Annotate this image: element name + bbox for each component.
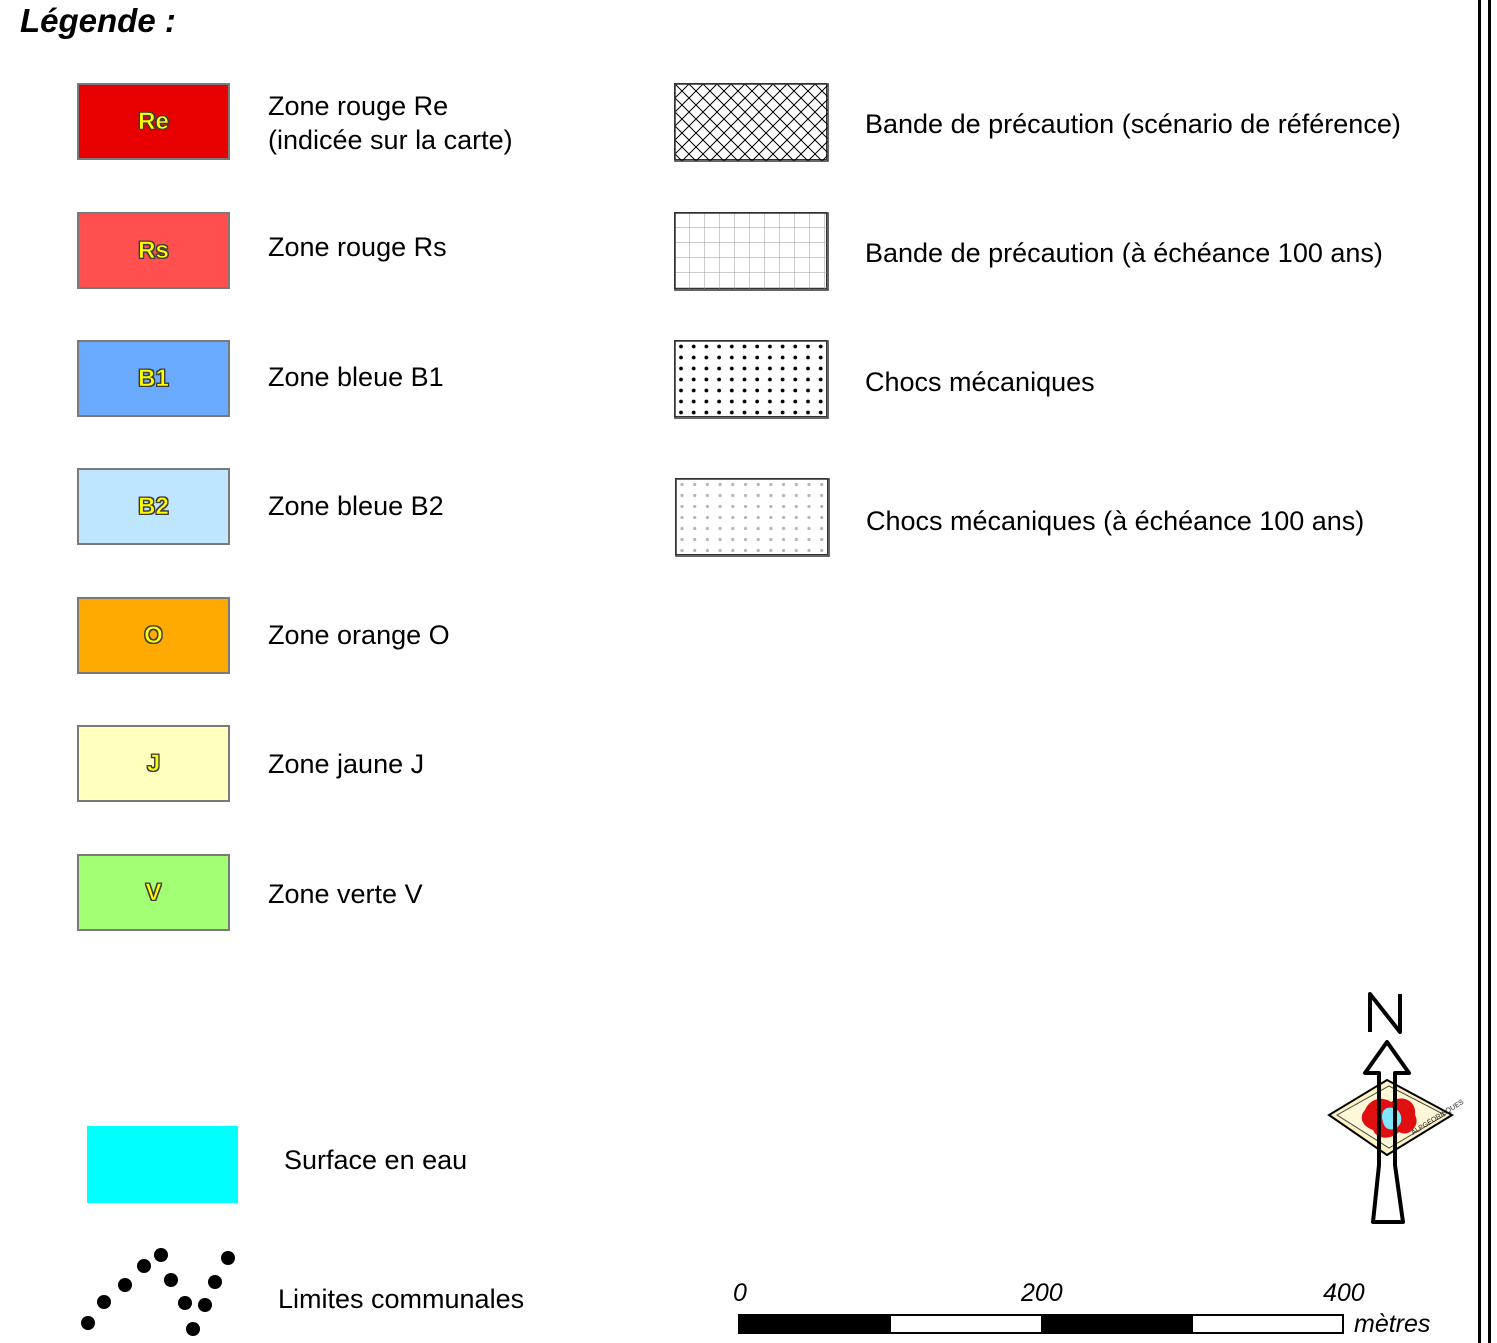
boundary-dots-symbol xyxy=(81,1248,235,1336)
swatch-zone-re: Re xyxy=(77,83,230,160)
scale-tick-200: 200 xyxy=(1021,1279,1063,1307)
swatch-zone-b1: B1 xyxy=(77,340,230,417)
zone-code: V xyxy=(145,878,162,906)
zone-code: B1 xyxy=(138,364,169,392)
label-bande-precaution-reference: Bande de précaution (scénario de référen… xyxy=(865,109,1401,139)
zone-code: J xyxy=(146,749,161,777)
label-line: Zone rouge Re xyxy=(268,91,449,121)
label-zone-o: Zone orange O xyxy=(268,620,450,650)
label-zone-rs: Zone rouge Rs xyxy=(268,232,447,262)
label-zone-b2: Zone bleue B2 xyxy=(268,491,444,521)
swatch-zone-j: J xyxy=(77,725,230,802)
label-zone-b1: Zone bleue B1 xyxy=(268,362,444,392)
label-chocs-mecaniques-100ans: Chocs mécaniques (à échéance 100 ans) xyxy=(866,506,1365,536)
label-zone-j: Zone jaune J xyxy=(268,749,425,779)
label-limites-communales: Limites communales xyxy=(278,1284,525,1314)
scale-bar xyxy=(738,1314,1344,1334)
scale-unit: mètres xyxy=(1354,1310,1431,1338)
scale-tick-0: 0 xyxy=(733,1279,747,1307)
zone-code: O xyxy=(144,621,163,649)
zone-code: B2 xyxy=(138,492,169,520)
swatch-zone-o: O xyxy=(77,597,230,674)
map-frame-border xyxy=(1478,0,1491,1343)
swatch-zone-v: V xyxy=(77,854,230,931)
label-line: (indicée sur la carte) xyxy=(268,125,513,155)
scale-tick-400: 400 xyxy=(1323,1279,1365,1307)
legend-title: Légende : xyxy=(20,2,176,39)
swatch-zone-rs: Rs xyxy=(77,212,230,289)
north-arrow: ALPGÉORISQUES xyxy=(1327,992,1465,1224)
label-chocs-mecaniques: Chocs mécaniques xyxy=(865,367,1095,397)
zone-code: Rs xyxy=(138,236,169,264)
pattern-black-dots-swatch xyxy=(674,340,829,419)
pattern-grey-dots-swatch xyxy=(675,478,830,557)
label-bande-precaution-100ans: Bande de précaution (à échéance 100 ans) xyxy=(865,238,1383,268)
water-surface-swatch xyxy=(87,1126,238,1203)
swatch-zone-b2: B2 xyxy=(77,468,230,545)
pattern-crosshatch-swatch xyxy=(674,83,829,162)
label-zone-re: Zone rouge Re (indicée sur la carte) xyxy=(268,89,513,157)
label-surface-en-eau: Surface en eau xyxy=(284,1145,468,1175)
label-zone-v: Zone verte V xyxy=(268,879,423,909)
zone-code: Re xyxy=(138,107,169,135)
pattern-grid-swatch xyxy=(674,212,829,291)
